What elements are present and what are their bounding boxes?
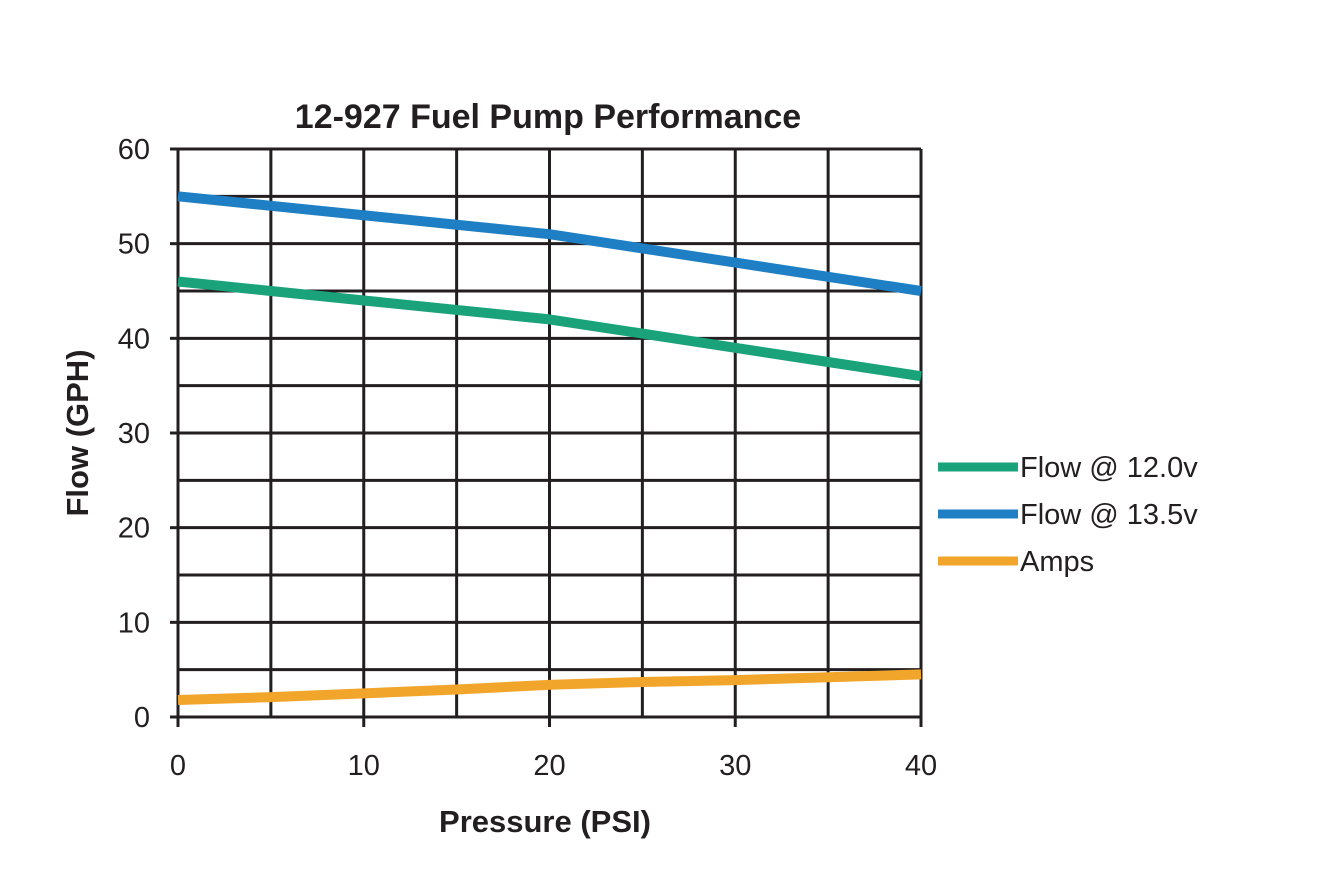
- series-lines: [177, 191, 922, 705]
- x-tick-label: 20: [533, 750, 565, 782]
- legend-label: Flow @ 12.0v: [1020, 452, 1198, 484]
- legend-label: Flow @ 13.5v: [1020, 499, 1198, 531]
- x-axis-label: Pressure (PSI): [439, 804, 651, 839]
- y-tick-label: 50: [118, 229, 150, 261]
- legend-label: Amps: [1020, 546, 1094, 578]
- series-line: [177, 191, 922, 296]
- y-tick-label: 40: [118, 323, 150, 355]
- y-tick-label: 0: [134, 702, 150, 734]
- x-tick-label: 0: [170, 750, 186, 782]
- y-tick-label: 20: [118, 513, 150, 545]
- y-axis-label: Flow (GPH): [60, 349, 95, 516]
- x-tick-label: 30: [719, 750, 751, 782]
- x-tick-label: 10: [348, 750, 380, 782]
- series-line: [177, 276, 922, 382]
- chart-title: 12-927 Fuel Pump Performance: [295, 98, 801, 136]
- series-line: [177, 669, 922, 705]
- y-tick-label: 60: [118, 134, 150, 166]
- x-tick-label: 40: [905, 750, 937, 782]
- y-tick-label: 30: [118, 418, 150, 450]
- tick-labels: 0 10 20 30 40 0 10 20 30 40 50 60: [118, 134, 937, 782]
- y-tick-label: 10: [118, 607, 150, 639]
- legend: Flow @ 12.0v Flow @ 13.5v Amps: [938, 452, 1198, 578]
